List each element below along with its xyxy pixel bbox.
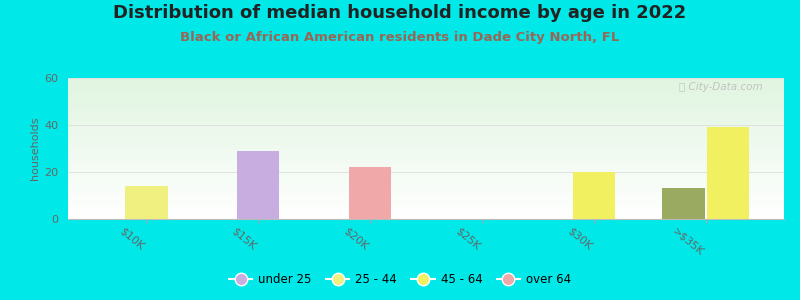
Text: Black or African American residents in Dade City North, FL: Black or African American residents in D… xyxy=(180,32,620,44)
Text: ⓘ City-Data.com: ⓘ City-Data.com xyxy=(679,82,762,92)
Bar xyxy=(707,127,750,219)
Y-axis label: households: households xyxy=(30,117,40,180)
Bar xyxy=(237,151,279,219)
Legend: under 25, 25 - 44, 45 - 64, over 64: under 25, 25 - 44, 45 - 64, over 64 xyxy=(224,269,576,291)
Bar xyxy=(662,188,705,219)
Bar xyxy=(125,186,167,219)
Bar xyxy=(349,167,391,219)
Text: Distribution of median household income by age in 2022: Distribution of median household income … xyxy=(114,4,686,22)
Bar xyxy=(573,172,615,219)
